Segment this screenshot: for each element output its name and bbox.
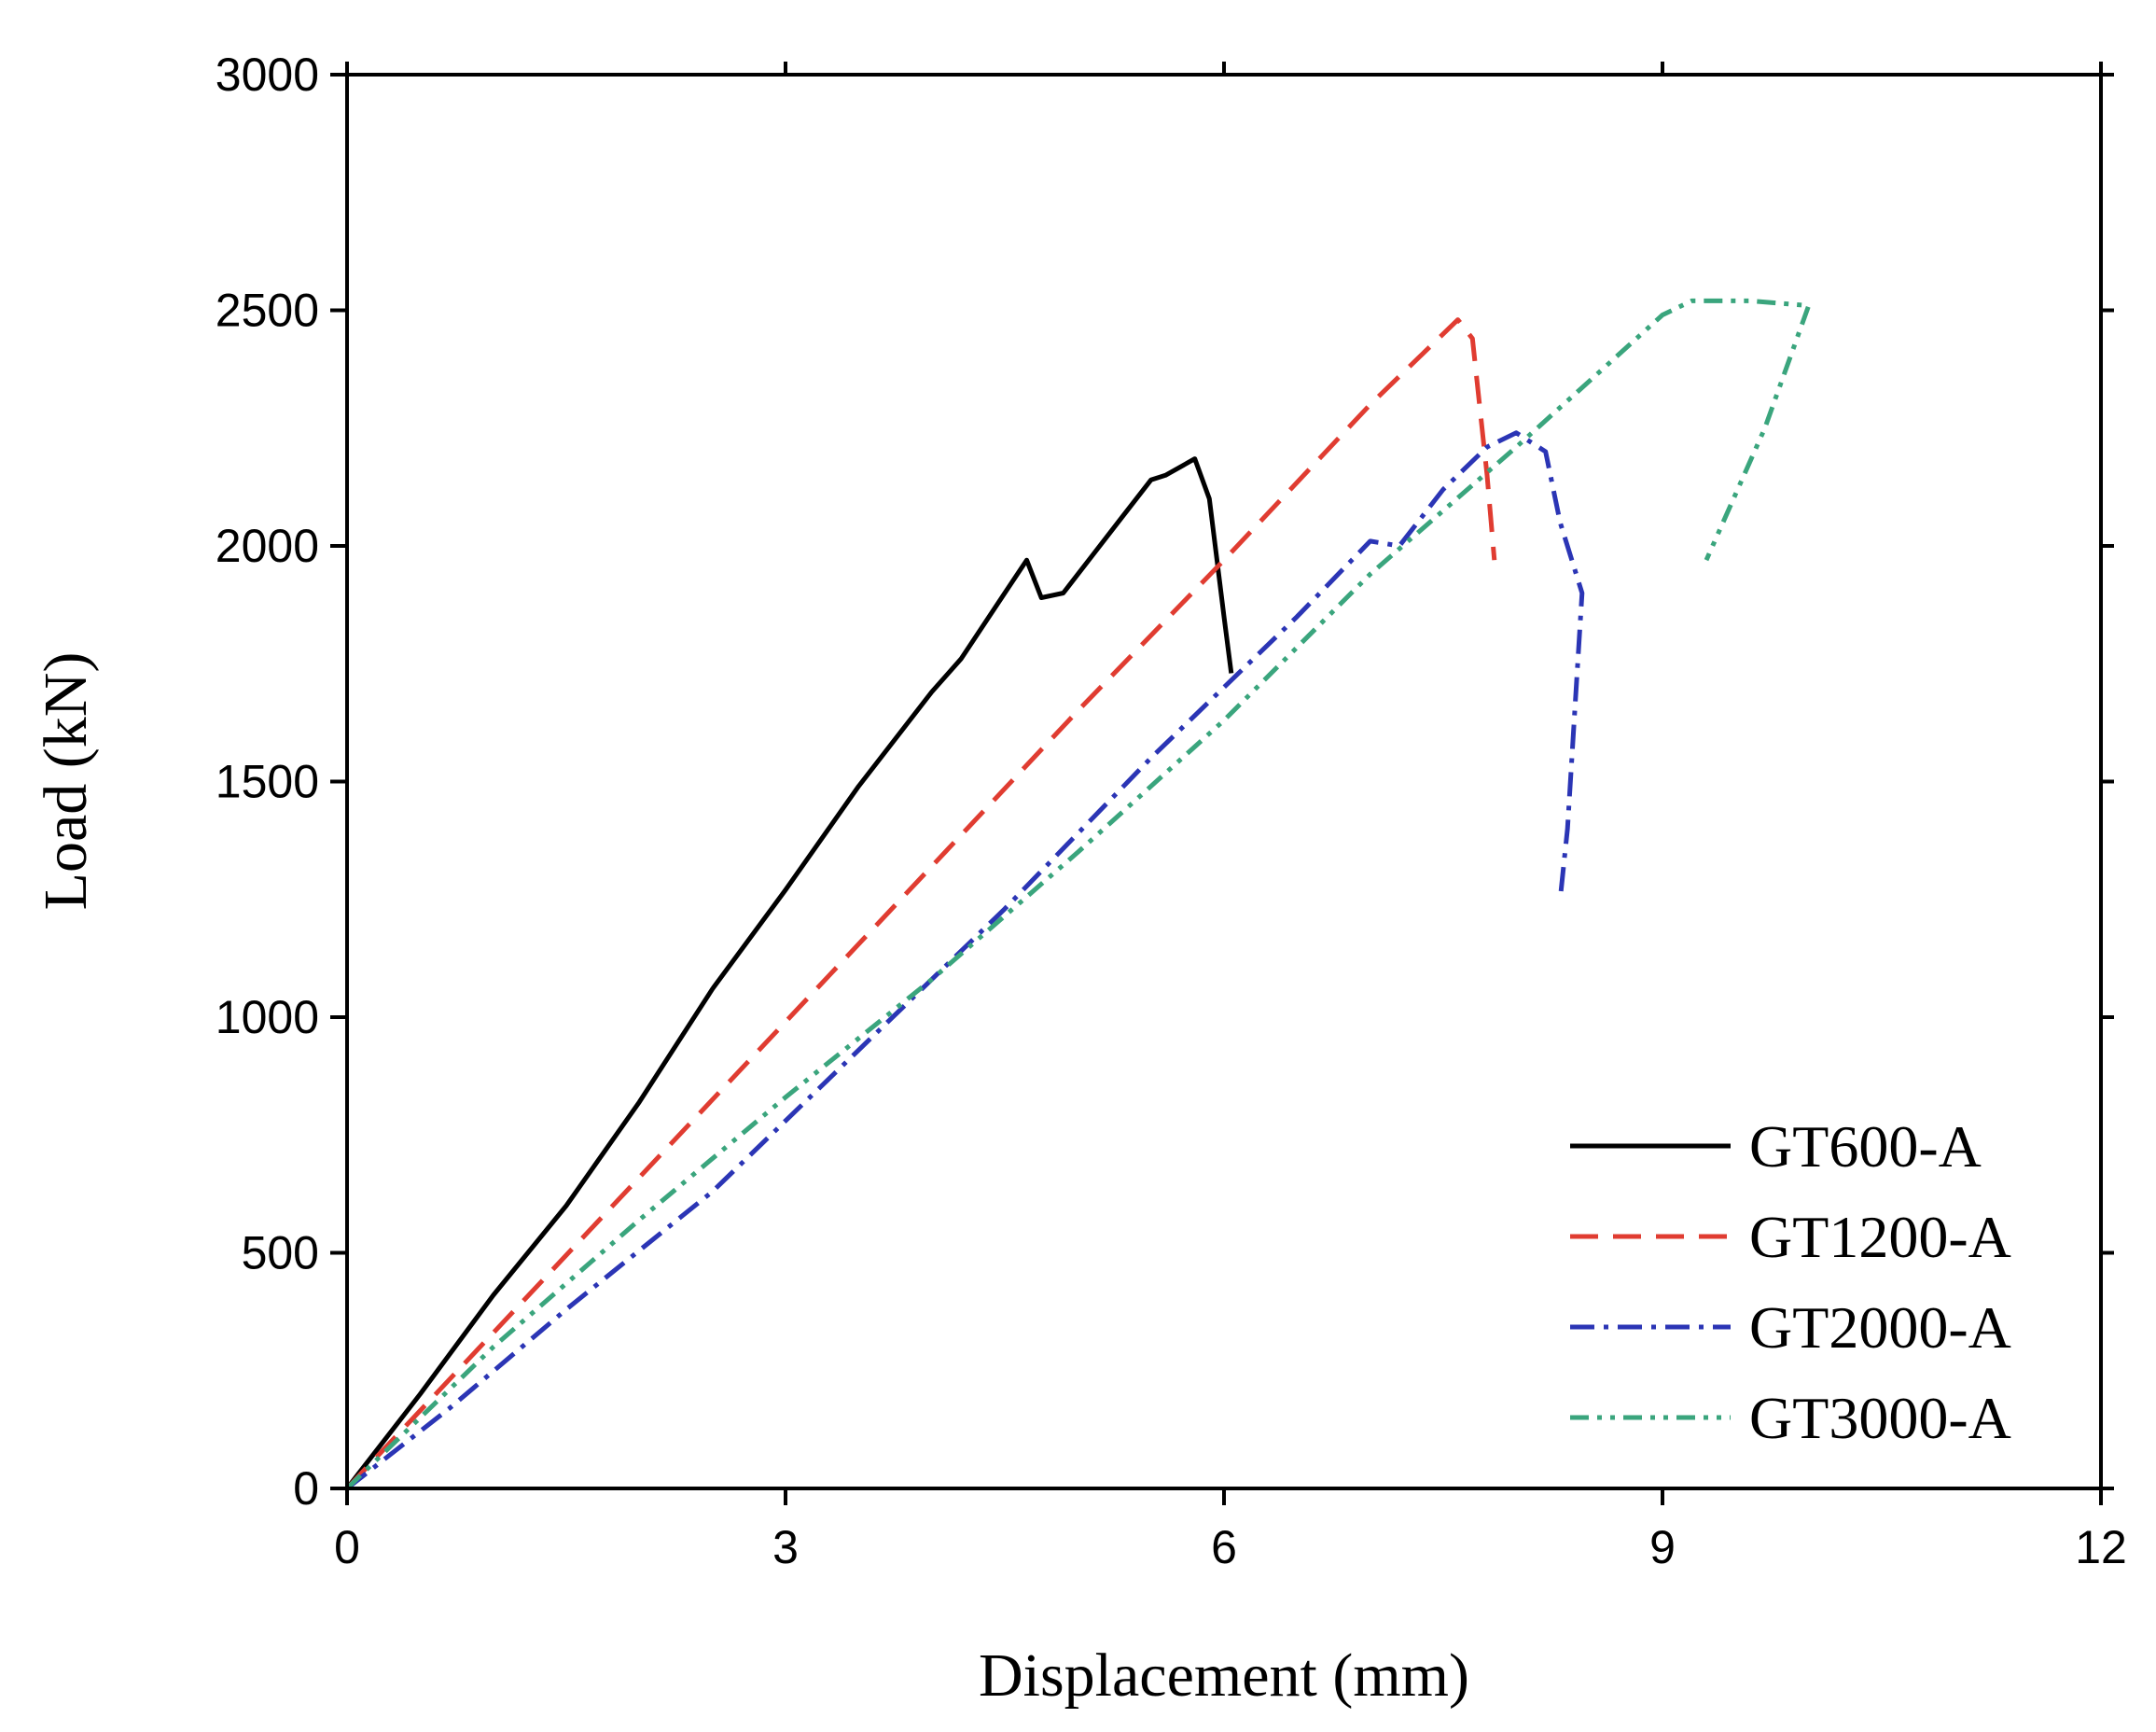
x-tick-label: 12 (2075, 1521, 2127, 1573)
x-tick-label: 6 (1211, 1521, 1237, 1573)
y-axis-ticks: 0 500 1000 1500 2000 2500 3000 (216, 49, 2114, 1515)
legend-label-gt2000-a: GT2000-A (1749, 1294, 2011, 1361)
x-tick-label: 0 (334, 1521, 360, 1573)
legend-label-gt600-a: GT600-A (1749, 1113, 1982, 1180)
series-line-gt600-a (345, 456, 1234, 1490)
y-tick-label: 500 (242, 1227, 319, 1279)
series-layer (345, 298, 1812, 1490)
y-tick-label: 3000 (216, 49, 319, 101)
series-line-gt2000-a (345, 430, 1585, 1490)
legend: GT600-A GT1200-A GT2000-A GT3000-A (1570, 1113, 2011, 1451)
y-tick-label: 2000 (216, 520, 319, 572)
legend-label-gt1200-a: GT1200-A (1749, 1204, 2011, 1270)
x-axis-title: Displacement (mm) (979, 1641, 1469, 1710)
x-axis-ticks: 0 3 6 9 12 (334, 62, 2127, 1573)
x-tick-label: 9 (1649, 1521, 1676, 1573)
legend-label-gt3000-a: GT3000-A (1749, 1385, 2011, 1451)
y-tick-label: 1000 (216, 991, 319, 1043)
series-line-gt3000-a (345, 298, 1812, 1490)
y-tick-label: 0 (293, 1462, 319, 1515)
y-tick-label: 1500 (216, 756, 319, 808)
series-line-gt1200-a (345, 317, 1497, 1490)
y-axis-title: Load (kN) (32, 652, 100, 911)
y-tick-label: 2500 (216, 285, 319, 337)
x-tick-label: 3 (772, 1521, 799, 1573)
